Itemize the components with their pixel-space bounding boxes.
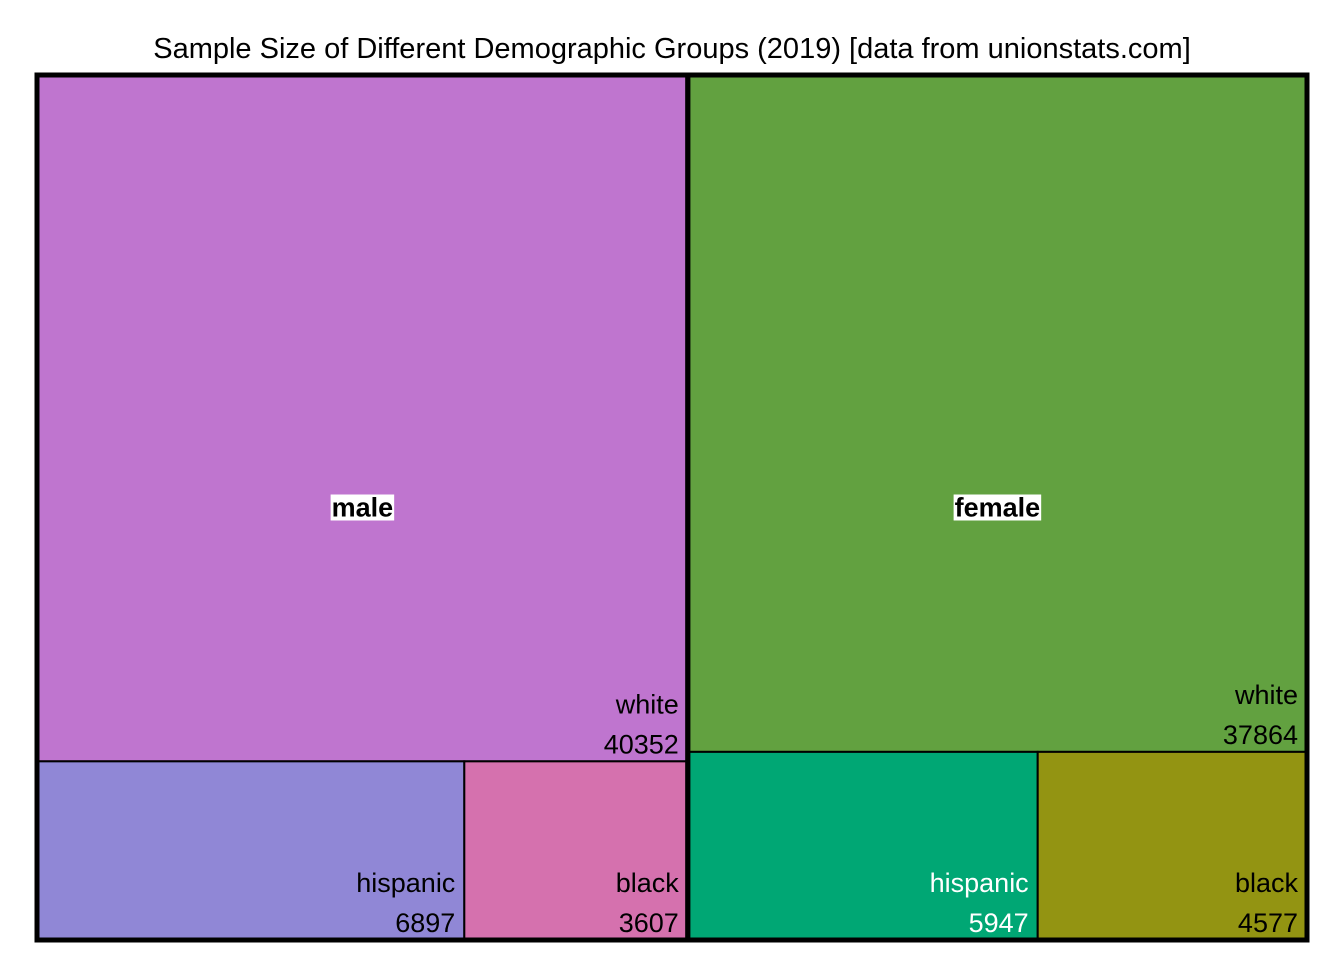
female-white-label: white (1234, 680, 1298, 710)
female-group-label: female (955, 493, 1041, 523)
male-white-value: 40352 (604, 729, 679, 759)
male-black-label: black (616, 868, 680, 898)
female-hispanic-cell (686, 750, 1039, 941)
female-group-border (685, 72, 1310, 943)
male-group-label: male (332, 493, 394, 523)
male-white-cell (36, 74, 689, 763)
female-hispanic-value: 5947 (969, 908, 1029, 938)
female-black-cell (1036, 750, 1308, 941)
male-white-label: white (615, 689, 679, 719)
female-group-label-background (953, 494, 1042, 521)
female-white-value: 37864 (1223, 720, 1298, 750)
male-group-label-background (330, 494, 395, 521)
female-black-label: black (1235, 868, 1299, 898)
male-hispanic-cell (36, 760, 466, 942)
male-black-value: 3607 (619, 908, 679, 938)
male-black-cell (463, 760, 689, 942)
female-hispanic-label: hispanic (930, 868, 1029, 898)
chart-title: Sample Size of Different Demographic Gro… (153, 33, 1191, 65)
female-black-value: 4577 (1238, 908, 1298, 938)
male-hispanic-label: hispanic (356, 868, 455, 898)
male-hispanic-value: 6897 (395, 908, 455, 938)
female-white-cell (686, 74, 1308, 753)
